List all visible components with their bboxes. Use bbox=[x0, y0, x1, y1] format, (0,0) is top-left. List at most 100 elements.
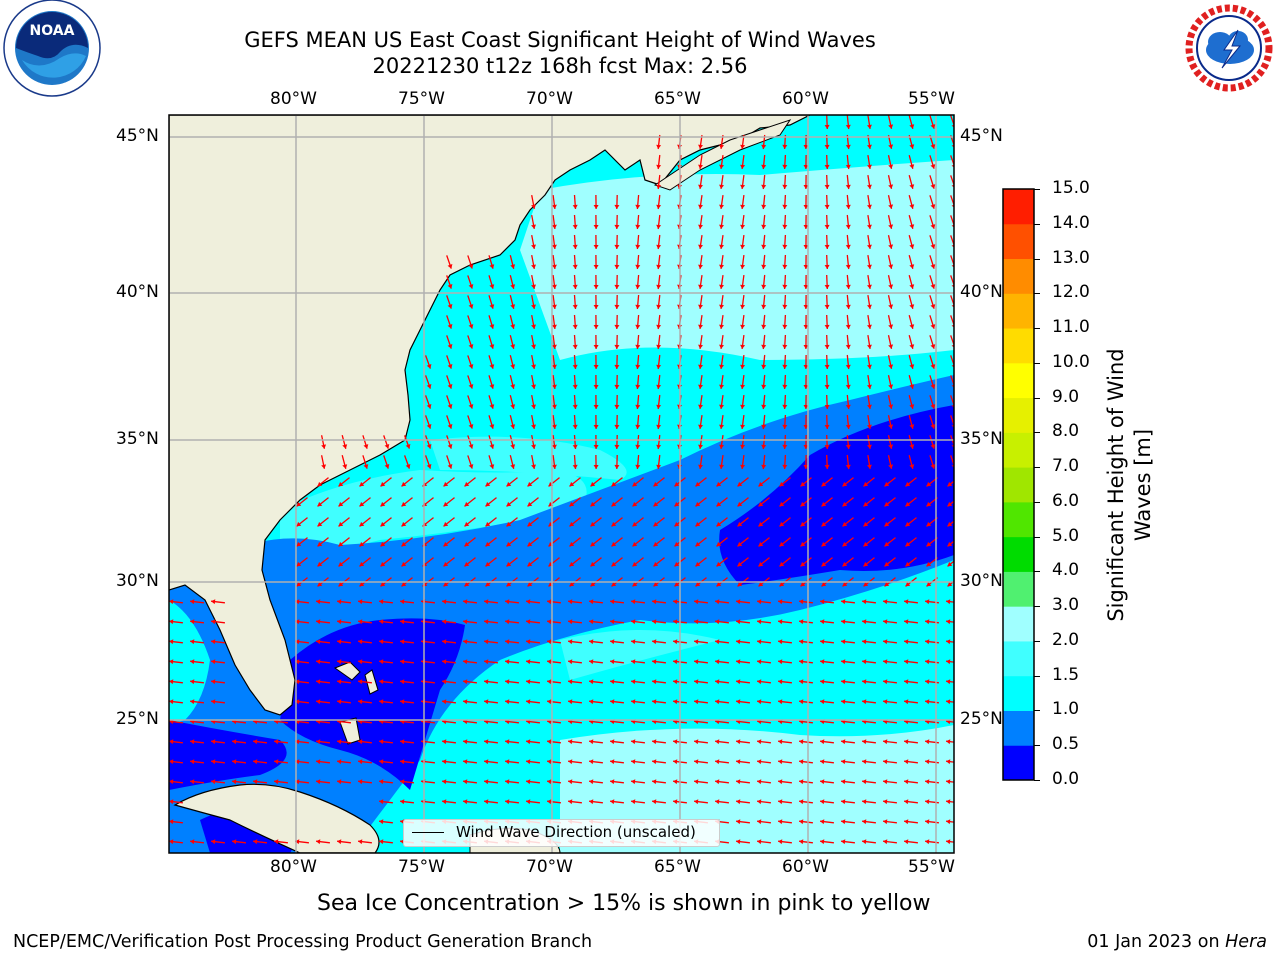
wind-arrow-head bbox=[845, 144, 851, 149]
wind-arrow-head bbox=[614, 404, 620, 409]
noaa-logo: NOAA bbox=[3, 0, 101, 97]
wind-arrow-head bbox=[719, 164, 724, 169]
lat-label-left-45n: 45°N bbox=[116, 126, 159, 146]
wind-arrow-head bbox=[316, 599, 321, 605]
colorbar-tick-label: 13.0 bbox=[1052, 247, 1090, 268]
wind-arrow-head bbox=[527, 521, 533, 527]
wind-arrow-head bbox=[824, 304, 830, 309]
wind-arrow-head bbox=[295, 839, 300, 845]
wind-arrow-head bbox=[631, 779, 636, 785]
wind-arrow-head bbox=[337, 659, 342, 665]
wind-arrow-head bbox=[426, 404, 432, 409]
wind-arrow-head bbox=[905, 501, 911, 507]
wind-arrow-head bbox=[779, 561, 785, 567]
wind-arrow-head bbox=[715, 799, 720, 805]
wind-arrow-head bbox=[447, 404, 453, 409]
wind-arrow-head bbox=[842, 481, 848, 487]
wind-arrow bbox=[950, 155, 954, 167]
colorbar-tick-label: 2.0 bbox=[1052, 629, 1080, 650]
wind-arrow-head bbox=[863, 561, 869, 567]
wind-arrow-head bbox=[820, 599, 825, 605]
wind-arrow-head bbox=[888, 344, 894, 349]
wind-arrow-head bbox=[589, 639, 594, 645]
wind-arrow-head bbox=[342, 444, 348, 449]
wind-arrow-head bbox=[757, 799, 762, 805]
wind-arrow-head bbox=[338, 501, 344, 507]
colorbar-cell bbox=[1003, 745, 1034, 781]
wind-arrow-head bbox=[904, 679, 909, 685]
wind-arrow-head bbox=[531, 464, 536, 469]
wind-arrow-head bbox=[740, 164, 746, 169]
wind-arrow-head bbox=[695, 561, 701, 567]
wind-arrow-head bbox=[719, 184, 724, 189]
wind-arrow-head bbox=[295, 599, 300, 605]
wind-arrow-head bbox=[447, 424, 453, 429]
wind-arrow-head bbox=[572, 344, 578, 349]
wind-arrow-head bbox=[824, 404, 830, 409]
colorbar-tick-label: 5.0 bbox=[1052, 525, 1080, 546]
wind-arrow-head bbox=[169, 819, 174, 825]
wind-arrow-head bbox=[463, 679, 468, 685]
wind-arrow-head bbox=[359, 581, 365, 587]
map-legend: Wind Wave Direction (unscaled) bbox=[403, 819, 720, 847]
wind-arrow-head bbox=[845, 204, 851, 209]
wind-arrow-head bbox=[674, 481, 680, 487]
wind-arrow-head bbox=[463, 739, 468, 745]
wind-arrow-head bbox=[656, 344, 662, 349]
wind-arrow-head bbox=[358, 639, 363, 645]
wind-arrow-head bbox=[930, 164, 936, 169]
wind-arrow-head bbox=[190, 619, 195, 625]
colorbar-tick-mark bbox=[1034, 710, 1040, 712]
wave-band-2-3m-north bbox=[520, 160, 954, 360]
wind-arrow-head bbox=[506, 541, 512, 547]
wind-arrow-head bbox=[925, 619, 930, 625]
wind-arrow-head bbox=[698, 444, 703, 449]
wind-arrow-head bbox=[909, 244, 915, 249]
wind-arrow-head bbox=[782, 164, 788, 169]
lat-label-right-40n: 40°N bbox=[960, 282, 1003, 302]
wind-arrow-head bbox=[379, 699, 384, 705]
wind-arrow-head bbox=[380, 481, 386, 487]
wind-arrow-head bbox=[551, 204, 557, 209]
wind-arrow-head bbox=[883, 619, 888, 625]
wind-arrow-head bbox=[888, 304, 894, 309]
wind-arrow-head bbox=[652, 699, 657, 705]
wind-arrow-head bbox=[674, 581, 680, 587]
wind-arrow-head bbox=[867, 304, 872, 309]
wind-arrow-head bbox=[652, 639, 657, 645]
wind-arrow-head bbox=[274, 739, 279, 745]
colorbar-tick-mark bbox=[1034, 258, 1040, 260]
wind-arrow-head bbox=[652, 799, 657, 805]
wind-arrow-head bbox=[614, 284, 620, 289]
wind-arrow-head bbox=[926, 521, 932, 527]
wind-arrow-head bbox=[947, 521, 953, 527]
wind-arrow-head bbox=[841, 659, 846, 665]
wind-arrow-head bbox=[737, 561, 743, 567]
wind-arrow-head bbox=[824, 424, 830, 429]
wind-arrow-head bbox=[526, 799, 531, 805]
wind-arrow-head bbox=[635, 364, 641, 369]
wind-arrow-head bbox=[841, 639, 846, 645]
wind-arrow-head bbox=[694, 639, 699, 645]
wind-arrow-head bbox=[673, 799, 678, 805]
wind-arrow-head bbox=[443, 541, 449, 547]
wind-arrow-head bbox=[926, 581, 932, 587]
wind-arrow-head bbox=[782, 324, 788, 329]
wind-arrow-head bbox=[845, 124, 851, 129]
wind-arrow-head bbox=[569, 581, 575, 587]
wind-arrow-head bbox=[485, 541, 491, 547]
wind-arrow-head bbox=[568, 679, 573, 685]
wind-arrow-head bbox=[400, 679, 405, 685]
wind-arrow-head bbox=[909, 344, 915, 349]
wind-arrow-head bbox=[782, 444, 788, 449]
wind-arrow-head bbox=[463, 779, 468, 785]
wind-arrow-head bbox=[909, 284, 915, 289]
wind-arrow-head bbox=[761, 324, 767, 329]
wind-arrow-head bbox=[611, 481, 617, 487]
wind-arrow-head bbox=[190, 759, 195, 765]
colorbar-cell bbox=[1003, 606, 1034, 642]
wind-arrow-head bbox=[904, 659, 909, 665]
wind-arrow-head bbox=[888, 384, 894, 389]
wind-arrow-head bbox=[736, 699, 741, 705]
colorbar-tick-label: 9.0 bbox=[1052, 386, 1080, 407]
